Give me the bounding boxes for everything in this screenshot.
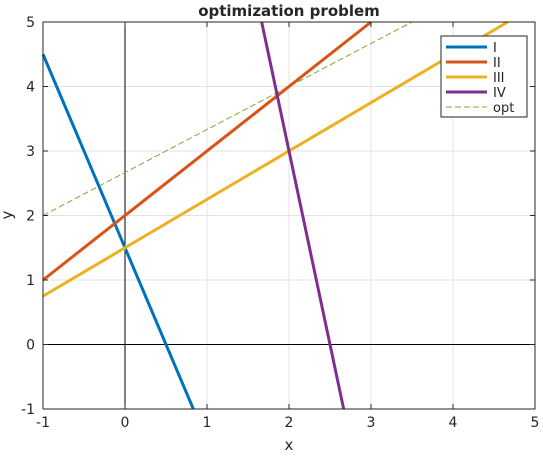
y-tick-label: 2: [26, 209, 35, 225]
y-tick-label: 3: [26, 144, 35, 160]
y-tick-label: 0: [26, 338, 35, 354]
series-line-iii: [42, 20, 509, 298]
x-tick-label: -1: [36, 415, 50, 431]
tick-labels: -1 0 1 2 3 4 5 -1 0 1 2 3 4 5: [21, 15, 539, 431]
y-tick-label: -1: [21, 402, 35, 418]
series-line-opt: [42, 21, 413, 216]
x-tick-label: 3: [367, 415, 376, 431]
series-lines: [41, 20, 509, 410]
series-line-iv: [260, 21, 346, 410]
x-tick-label: 2: [285, 415, 294, 431]
x-tick-label: 1: [203, 415, 212, 431]
chart-title: optimization problem: [198, 2, 380, 20]
x-axis-label: x: [285, 436, 294, 454]
legend-label: opt: [493, 101, 514, 116]
legend-label: III: [493, 71, 505, 86]
legend-label: I: [493, 41, 497, 56]
x-tick-label: 5: [531, 415, 540, 431]
y-tick-label: 1: [26, 273, 35, 289]
y-tick-label: 4: [26, 80, 35, 96]
x-tick-label: 0: [121, 415, 130, 431]
series-line-i: [41, 53, 195, 410]
y-axis-label: y: [0, 210, 16, 219]
legend-label: II: [493, 56, 501, 71]
x-tick-label: 4: [449, 415, 458, 431]
tick-marks: [42, 21, 536, 410]
y-tick-label: 5: [26, 15, 35, 31]
series-line-ii: [42, 20, 372, 282]
legend-label: IV: [493, 86, 506, 101]
